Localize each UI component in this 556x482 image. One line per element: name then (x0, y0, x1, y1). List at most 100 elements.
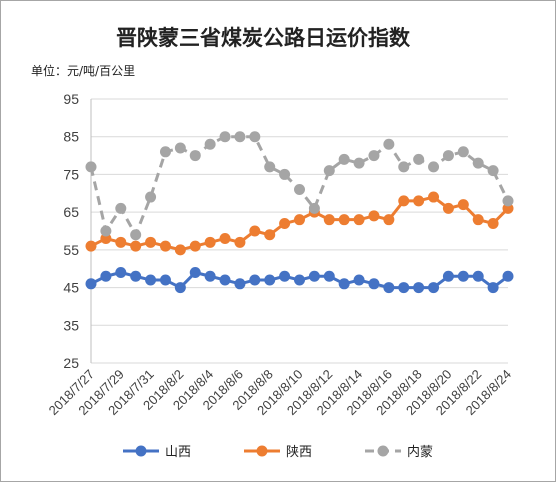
data-point (323, 165, 335, 177)
data-point (383, 214, 395, 226)
data-point (85, 161, 97, 173)
data-point (457, 270, 469, 282)
data-point (249, 274, 261, 286)
data-point (368, 210, 380, 222)
data-point (472, 214, 484, 226)
data-point (130, 240, 142, 252)
y-tick-label: 45 (63, 280, 79, 296)
series-group (85, 131, 514, 294)
legend-item-1: 山西 (123, 445, 191, 460)
data-point (159, 240, 171, 252)
data-point (145, 274, 157, 286)
chart-title: 晋陕蒙三省煤炭公路日运价指数 (116, 26, 411, 50)
data-point (189, 150, 201, 162)
data-point (398, 195, 410, 207)
y-tick-label: 75 (63, 166, 79, 182)
legend-label: 山西 (165, 445, 191, 460)
y-tick-label: 95 (63, 91, 79, 107)
data-point (353, 157, 365, 169)
data-point (174, 244, 186, 256)
data-point (234, 236, 246, 248)
legend-label: 陕西 (286, 445, 312, 460)
data-point (323, 214, 335, 226)
data-point (308, 270, 320, 282)
data-point (294, 274, 305, 286)
data-point (234, 131, 246, 143)
data-point (368, 278, 380, 290)
data-point (249, 131, 261, 143)
data-point (264, 229, 276, 241)
data-point (487, 282, 499, 294)
data-point (323, 270, 335, 282)
data-point (413, 153, 425, 165)
gridlines (91, 98, 508, 364)
data-point (353, 214, 365, 226)
data-point (264, 161, 276, 173)
data-point (204, 138, 216, 150)
data-point (145, 191, 157, 203)
data-point (428, 191, 440, 203)
legend-item-2: 陕西 (244, 445, 312, 460)
data-point (189, 266, 201, 278)
series-3 (85, 131, 514, 241)
data-point (472, 270, 484, 282)
data-point (249, 225, 261, 237)
data-point (338, 278, 350, 290)
data-point (428, 282, 440, 294)
data-point (442, 270, 454, 282)
data-point (219, 131, 231, 143)
data-point (115, 236, 127, 248)
data-point (502, 195, 514, 207)
y-tick-label: 85 (63, 129, 79, 145)
data-point (428, 161, 440, 173)
data-point (130, 229, 142, 241)
data-point (219, 274, 231, 286)
legend-marker (135, 445, 147, 457)
data-point (487, 217, 499, 229)
y-tick-label: 65 (63, 204, 79, 220)
axes: 25354555657585952018/7/272018/7/292018/7… (46, 91, 515, 418)
data-point (472, 157, 484, 169)
legend: 山西 陕西 内蒙 (123, 444, 433, 460)
data-point (338, 214, 350, 226)
data-point (338, 153, 350, 165)
data-point (368, 150, 380, 162)
data-point (159, 274, 171, 286)
data-point (115, 266, 127, 278)
data-point (279, 168, 291, 180)
data-point (413, 195, 425, 207)
data-point (294, 214, 305, 226)
legend-label: 内蒙 (407, 444, 433, 460)
data-point (308, 202, 320, 214)
legend-marker (377, 445, 389, 457)
legend-marker (256, 445, 268, 457)
data-point (204, 270, 216, 282)
data-point (457, 146, 469, 158)
data-point (279, 270, 291, 282)
data-point (442, 202, 454, 214)
data-point (189, 240, 201, 252)
data-point (145, 236, 157, 248)
data-point (219, 233, 231, 245)
unit-label: 单位：元/吨/百公里 (31, 63, 135, 78)
y-tick-label: 35 (63, 317, 79, 333)
legend-item-3: 内蒙 (365, 444, 433, 460)
data-point (204, 236, 216, 248)
data-point (487, 165, 499, 177)
data-point (383, 282, 395, 294)
data-point (115, 202, 127, 214)
data-point (159, 146, 171, 158)
data-point (264, 274, 276, 286)
data-point (100, 225, 112, 237)
data-point (294, 184, 305, 196)
data-point (442, 150, 454, 162)
data-point (85, 278, 97, 290)
data-point (130, 270, 142, 282)
y-tick-label: 25 (63, 355, 79, 371)
data-point (174, 142, 186, 154)
data-point (100, 270, 112, 282)
series-2 (85, 191, 514, 256)
data-point (279, 217, 291, 229)
